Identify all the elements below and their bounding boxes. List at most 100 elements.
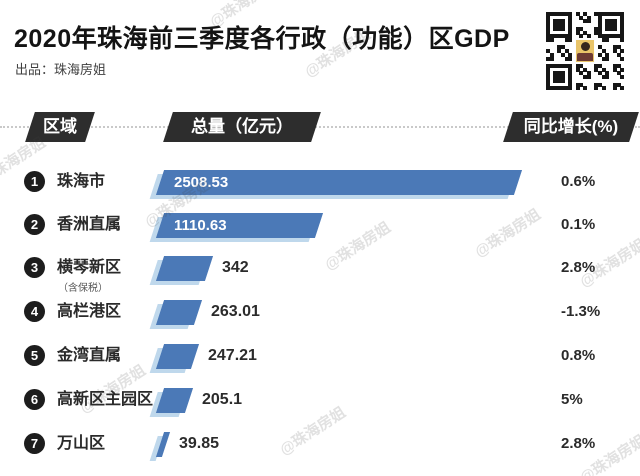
qr-module xyxy=(579,71,584,76)
qr-module xyxy=(616,71,621,76)
qr-module xyxy=(598,34,602,39)
qr-module xyxy=(620,12,625,16)
qr-module xyxy=(560,19,565,24)
qr-module xyxy=(609,23,614,28)
rank-badge: 5 xyxy=(24,345,45,366)
qr-module xyxy=(560,34,565,39)
qr-module xyxy=(612,86,617,91)
qr-module xyxy=(560,12,565,16)
growth-value: 0.8% xyxy=(561,347,596,364)
qr-module xyxy=(553,23,558,28)
qr-module xyxy=(598,82,602,87)
qr-module xyxy=(568,38,573,42)
qr-module xyxy=(560,23,565,28)
qr-module xyxy=(583,12,588,16)
qr-module xyxy=(594,86,599,91)
qr-module xyxy=(598,64,602,68)
region-label: 金湾直属 xyxy=(57,347,122,364)
qr-module xyxy=(620,19,625,24)
qr-module xyxy=(568,52,573,57)
qr-module xyxy=(598,45,602,50)
qr-module xyxy=(612,34,617,39)
qr-module xyxy=(557,71,562,76)
qr-module xyxy=(575,86,580,91)
qr-module xyxy=(583,75,588,80)
growth-value: -1.3% xyxy=(561,303,601,320)
qr-module xyxy=(612,45,617,50)
qr-module xyxy=(553,78,558,83)
region-label: 高栏港区 xyxy=(57,303,122,320)
qr-module xyxy=(549,12,554,16)
qr-module xyxy=(560,78,565,83)
qr-module xyxy=(605,12,610,16)
qr-module xyxy=(553,19,558,24)
qr-module xyxy=(575,26,580,31)
avatar-head xyxy=(581,42,590,51)
region-label: 珠海市 xyxy=(57,173,106,190)
qr-module xyxy=(575,64,580,68)
qr-module xyxy=(612,12,617,16)
gdp-bar xyxy=(155,256,214,281)
qr-module xyxy=(601,67,606,72)
qr-module xyxy=(598,52,602,57)
qr-module xyxy=(601,56,606,61)
gdp-value: 247.21 xyxy=(208,347,257,364)
qr-module xyxy=(612,23,617,28)
qr-module xyxy=(568,23,573,28)
qr-module xyxy=(568,64,573,68)
column-header-region: 区域 xyxy=(30,112,90,142)
qr-module xyxy=(557,86,562,91)
qr-module xyxy=(601,38,606,42)
qr-module xyxy=(612,64,617,68)
gdp-bar xyxy=(155,432,171,457)
qr-module xyxy=(568,86,573,91)
table-row: 6 高新区主园区 205.1 5% xyxy=(0,387,640,413)
qr-module xyxy=(605,23,610,28)
qr-module xyxy=(598,12,602,16)
qr-module xyxy=(560,26,565,31)
qr-module xyxy=(605,38,610,42)
qr-module xyxy=(616,52,621,57)
region-label: 万山区 xyxy=(57,435,106,452)
gdp-bar xyxy=(155,344,200,369)
qr-module xyxy=(546,67,550,72)
qr-module xyxy=(620,56,625,61)
qr-module xyxy=(546,30,550,35)
growth-value: 5% xyxy=(561,391,583,408)
qr-module xyxy=(549,86,554,91)
qr-module xyxy=(557,19,562,24)
qr-module xyxy=(594,64,599,68)
gdp-value: 205.1 xyxy=(202,391,243,408)
qr-module xyxy=(557,23,562,28)
qr-module xyxy=(568,75,573,80)
dotted-divider xyxy=(0,126,640,128)
qr-code xyxy=(546,12,625,91)
qr-module xyxy=(620,86,625,91)
qr-module xyxy=(609,34,614,39)
qr-module xyxy=(568,56,573,61)
qr-module xyxy=(549,64,554,68)
qr-module xyxy=(598,15,602,20)
qr-module xyxy=(594,67,599,72)
qr-module xyxy=(579,34,584,39)
qr-module xyxy=(568,26,573,31)
qr-module xyxy=(549,52,554,57)
qr-module xyxy=(620,49,625,54)
qr-module xyxy=(605,71,610,76)
qr-module xyxy=(598,26,602,31)
qr-module xyxy=(546,49,550,54)
qr-module xyxy=(620,30,625,35)
gdp-value: 342 xyxy=(222,259,249,276)
qr-module xyxy=(560,45,565,50)
qr-module xyxy=(557,78,562,83)
qr-module xyxy=(594,30,599,35)
rank-badge: 7 xyxy=(24,433,45,454)
qr-module xyxy=(564,49,569,54)
qr-module xyxy=(553,75,558,80)
qr-module xyxy=(605,56,610,61)
column-header-growth: 同比增长(%) xyxy=(508,112,634,142)
qr-module xyxy=(575,30,580,35)
qr-module xyxy=(546,75,550,80)
region-label: 香洲直属 xyxy=(57,216,122,233)
qr-module xyxy=(546,56,550,61)
